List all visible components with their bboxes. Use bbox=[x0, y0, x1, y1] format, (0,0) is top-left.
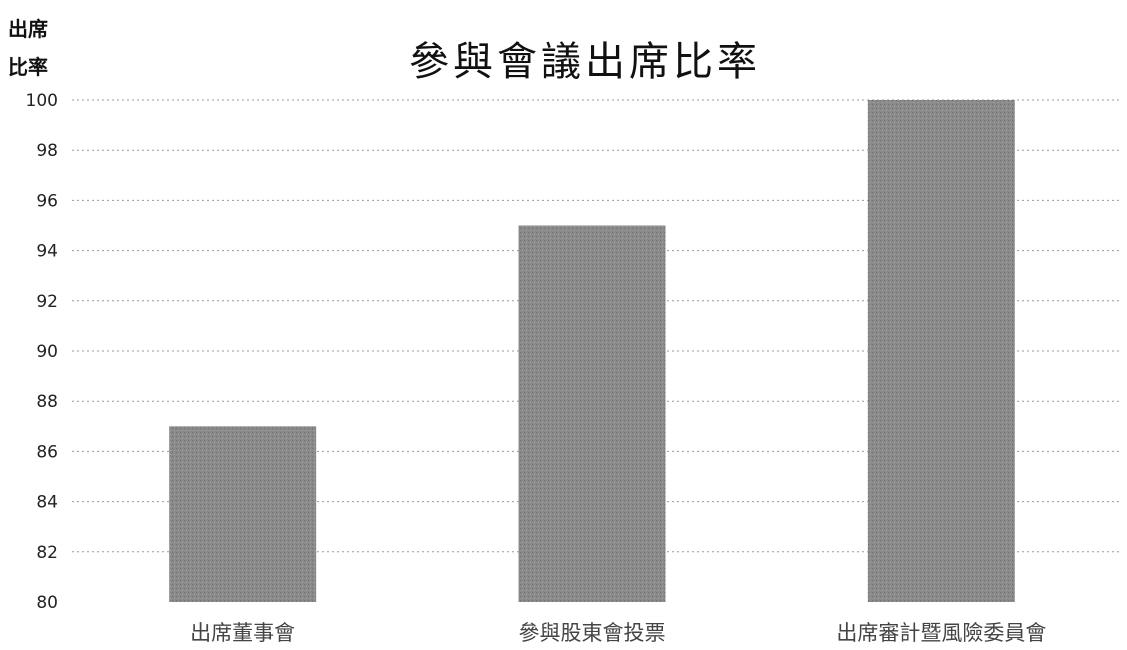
y-axis-label-line-1: 出席 bbox=[8, 17, 48, 41]
y-tick-label: 86 bbox=[36, 442, 58, 462]
y-tick-label: 100 bbox=[26, 91, 58, 111]
y-tick-label: 96 bbox=[36, 191, 58, 211]
y-tick-label: 84 bbox=[36, 493, 58, 513]
bar bbox=[867, 100, 1015, 602]
y-tick-label: 88 bbox=[36, 392, 58, 412]
bar bbox=[169, 426, 317, 602]
bar bbox=[518, 225, 666, 602]
y-tick-label: 92 bbox=[36, 292, 58, 312]
y-tick-label: 82 bbox=[36, 543, 58, 563]
x-category-label: 出席董事會 bbox=[190, 621, 295, 645]
y-axis-label-line-2: 比率 bbox=[8, 55, 48, 79]
y-tick-label: 98 bbox=[36, 141, 58, 161]
x-category-label: 出席審計暨風險委員會 bbox=[836, 621, 1046, 645]
x-category-label: 參與股東會投票 bbox=[519, 621, 666, 645]
y-axis-ticks: 80 82 84 86 88 90 92 94 96 98 100 bbox=[26, 91, 58, 613]
y-tick-label: 80 bbox=[36, 593, 58, 613]
chart-title: 參與會議出席比率 bbox=[409, 39, 761, 85]
y-tick-label: 90 bbox=[36, 342, 58, 362]
bars bbox=[169, 100, 1015, 602]
y-tick-label: 94 bbox=[36, 242, 58, 262]
x-axis-categories: 出席董事會 參與股東會投票 出席審計暨風險委員會 bbox=[190, 621, 1046, 645]
